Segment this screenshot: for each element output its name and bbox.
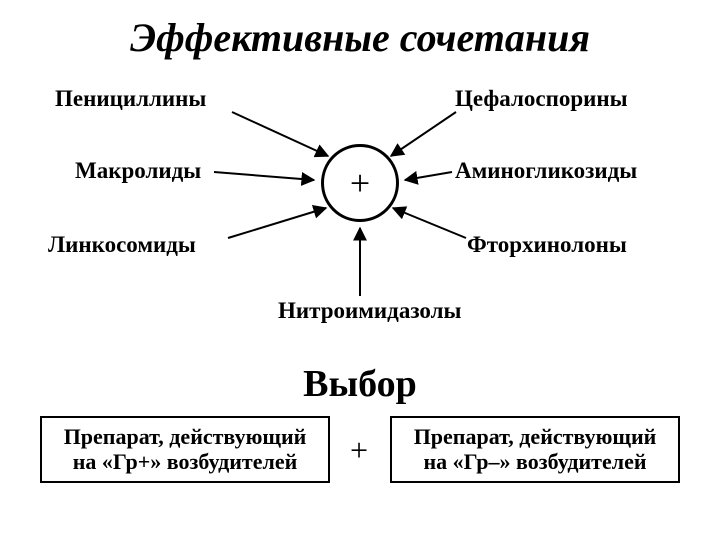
combine-plus-symbol: + (350, 432, 368, 469)
box-gram-negative: Препарат, действующий на «Гр–» возбудите… (390, 416, 680, 483)
main-title: Эффективные сочетания (0, 14, 720, 61)
label-nitroimidazoles: Нитроимидазолы (278, 298, 461, 324)
label-cephalosporins: Цефалоспорины (455, 86, 628, 112)
label-fluoroquinolones: Фторхинолоны (467, 232, 627, 258)
box-gram-positive: Препарат, действующий на «Гр+» возбудите… (40, 416, 330, 483)
box-left-line1: Препарат, действующий (46, 424, 324, 449)
center-plus-circle: + (321, 144, 399, 222)
label-lincosamides: Линкосомиды (48, 232, 196, 258)
box-left-line2: на «Гр+» возбудителей (46, 449, 324, 474)
box-right-line1: Препарат, действующий (396, 424, 674, 449)
label-macrolides: Макролиды (75, 158, 201, 184)
subtitle-choice: Выбор (0, 362, 720, 406)
label-penicillins: Пенициллины (55, 86, 206, 112)
center-plus-symbol: + (350, 162, 370, 204)
box-right-line2: на «Гр–» возбудителей (396, 449, 674, 474)
label-aminoglycosides: Аминогликозиды (455, 158, 637, 184)
